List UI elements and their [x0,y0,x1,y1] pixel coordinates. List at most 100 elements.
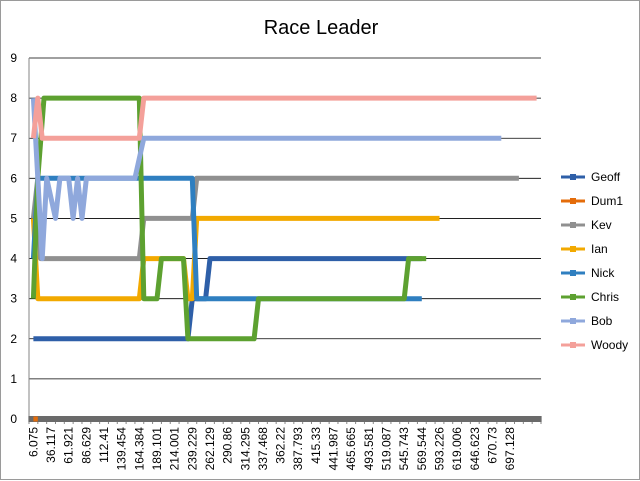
x-zero-marker [505,416,509,422]
x-zero-marker [208,416,212,422]
x-zero-marker [162,416,166,422]
x-zero-marker [77,416,81,422]
x-zero-marker [415,416,419,422]
x-zero-marker [286,416,290,422]
x-tick-label: 465.665 [344,427,358,471]
x-zero-marker [439,416,443,422]
x-tick-label: 593.226 [432,427,446,471]
x-zero-marker [173,416,177,422]
x-zero-marker [70,416,74,422]
x-zero-marker [400,416,404,422]
x-zero-marker [485,416,489,422]
x-zero-marker [430,416,434,422]
x-zero-marker [482,416,486,422]
x-zero-marker [383,416,387,422]
x-zero-marker [134,416,138,422]
x-zero-marker [316,416,320,422]
x-zero-marker [155,416,159,422]
x-zero-marker [121,416,125,422]
x-zero-marker [460,416,464,422]
x-zero-marker [189,416,193,422]
x-zero-marker [153,416,157,422]
x-zero-marker [360,416,364,422]
x-zero-marker [284,416,288,422]
x-tick-label: 164.384 [132,427,146,471]
x-zero-marker [157,416,161,422]
x-zero-marker [174,416,178,422]
y-tick-label: 6 [10,171,17,185]
y-tick-label: 5 [10,211,17,225]
x-zero-marker [528,416,532,422]
x-zero-marker [342,416,346,422]
x-zero-marker [423,416,427,422]
legend: Geoff Dum1 Kev Ian Nick Chris Bob Woody [561,170,628,352]
x-zero-marker [335,416,339,422]
x-zero-marker [67,416,71,422]
x-zero-marker [185,416,189,422]
x-zero-marker [252,416,256,422]
x-zero-marker [533,416,537,422]
x-zero-marker [60,416,64,422]
legend-marker-kev [570,222,576,228]
legend-label-woody: Woody [591,338,628,352]
x-zero-marker [287,416,291,422]
x-zero-marker [427,416,431,422]
x-zero-marker [469,416,473,422]
x-zero-marker [270,416,274,422]
x-zero-marker [388,416,392,422]
x-zero-marker [277,416,281,422]
x-tick-label: 139.454 [115,427,129,471]
x-tick-label: 112.41 [97,427,111,463]
legend-label-kev: Kev [591,218,612,232]
x-tick-label: 619.006 [450,427,464,471]
x-tick-label: 36.117 [44,427,58,463]
series-line-chris [30,95,427,342]
x-zero-marker [106,416,110,422]
x-zero-marker [249,416,253,422]
x-zero-marker [83,416,87,422]
x-zero-marker [242,416,246,422]
x-zero-marker [229,416,233,422]
x-tick-label: 670.73 [485,427,499,464]
x-zero-marker [406,416,410,422]
x-tick-label: 362.22 [274,427,288,464]
x-zero-marker [494,416,498,422]
x-zero-marker [51,416,55,422]
x-zero-marker [114,416,118,422]
x-zero-marker [88,416,92,422]
legend-label-nick: Nick [591,266,615,280]
x-zero-marker [506,416,510,422]
x-zero-marker [181,416,185,422]
x-tick-label: 646.623 [468,427,482,471]
x-tick-label: 493.581 [362,427,376,471]
x-zero-marker [434,416,438,422]
x-zero-marker [420,416,424,422]
x-zero-marker [393,416,397,422]
x-zero-marker [100,416,104,422]
x-zero-marker [236,416,240,422]
x-zero-marker [529,416,533,422]
x-zero-marker [365,416,369,422]
x-zero-marker [247,416,251,422]
legend-label-chris: Chris [591,290,619,304]
x-zero-marker [86,416,90,422]
x-zero-marker [312,416,316,422]
x-zero-marker [367,416,371,422]
x-zero-marker [520,416,524,422]
x-zero-marker [219,416,223,422]
x-zero-marker [302,416,306,422]
x-zero-marker [487,416,491,422]
x-zero-marker [150,416,154,422]
x-tick-label: 569.544 [415,427,429,471]
x-tick-label: 337.468 [256,427,270,471]
x-zero-marker [347,416,351,422]
x-zero-marker [130,416,134,422]
x-zero-marker [217,416,221,422]
y-tick-label: 7 [10,131,17,145]
x-zero-marker [68,416,72,422]
x-tick-label: 697.128 [503,427,517,471]
legend-label-bob: Bob [591,314,613,328]
x-zero-marker [28,416,32,422]
x-zero-marker [215,416,219,422]
